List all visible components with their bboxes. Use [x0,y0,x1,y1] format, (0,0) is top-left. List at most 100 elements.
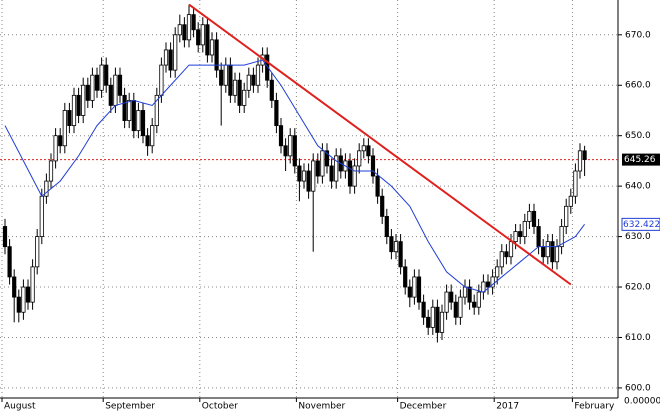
candle-body [541,246,546,258]
candle-body [159,64,164,96]
candle-body [7,246,12,278]
candle-body [306,170,311,192]
candle-body [416,276,422,303]
last-price-box [622,153,660,166]
candle-body [559,226,564,248]
candle-body [255,64,261,86]
candle-body [44,180,49,197]
candle-body [393,241,399,253]
candle-body [265,54,270,81]
candle-body [104,64,109,86]
candle-body [127,99,132,121]
candle-body [209,39,215,56]
candle-body [352,165,357,187]
ma-price-label: 632.422 [623,220,660,230]
candle-body [48,160,54,182]
candle-body [99,64,104,91]
candle-body [113,74,118,106]
candle-body [140,110,146,137]
candle-body [2,226,8,248]
candle-body [504,251,509,258]
candle-body [449,291,454,303]
candle-body [573,170,578,197]
candle-body [246,74,251,91]
candle-body [554,246,560,263]
candle-body [398,241,403,268]
ma-price-box [621,217,660,231]
candle-body [311,160,316,192]
x-tick-label: October [202,402,238,412]
x-tick-label: 2017 [496,402,519,412]
candle-body [462,286,468,298]
candle-body [444,291,449,313]
moving-average [4,59,585,293]
candle-body [223,64,228,86]
candle-body [518,231,523,237]
y-tick-label: 660.0 [625,81,651,91]
candle-body [58,135,63,147]
last-price-label: 645.26 [624,155,656,165]
candle-body [131,99,136,132]
candle-body [67,110,72,127]
candle-body [25,286,31,303]
y-tick-label: 610.0 [625,333,651,343]
candle-body [228,64,233,96]
candle-body [283,145,288,157]
candle-body [347,160,353,187]
candle-body [150,125,155,147]
candle-body [384,216,389,237]
x-tick-label: September [105,402,155,412]
candle-body [237,79,242,106]
candle-body [361,145,366,152]
candle-body [582,150,587,161]
candle-body [550,241,555,263]
candle-body [426,316,431,328]
candle-body [380,195,385,217]
x-tick-label: February [574,402,615,412]
y-tick-label: 630.0 [625,232,651,242]
candle-body [334,155,339,182]
candle-body [154,94,159,127]
candle-body [117,74,123,96]
candle-body [219,69,224,86]
candle-body [527,210,532,222]
candle-body [375,175,380,197]
candle-body [12,276,17,298]
candle-body [108,84,113,106]
candle-body [458,296,463,318]
candle-body [186,14,192,41]
candle-body [90,74,95,101]
candle-body [495,266,500,278]
candle-body [16,296,21,313]
x-tick-label: December [400,402,447,412]
candle-body [85,84,90,101]
candle-body [301,170,307,182]
candle-body [251,74,256,86]
candle-body [453,301,458,318]
candle-body [30,266,35,303]
candle-body [62,110,67,147]
candle-body [421,301,426,318]
candle-body [122,94,127,121]
candle-body [21,286,26,313]
candle-body [191,14,196,31]
candle-body [76,94,81,116]
candle-body [499,251,504,268]
candle-body [71,94,77,127]
candle-body [329,165,334,182]
candle-body [536,226,541,248]
trend-line [188,3,572,286]
candle-body [196,29,201,46]
x-tick-label: November [298,402,345,412]
y-tick-label: 640.0 [625,182,651,192]
candle-body [53,135,58,162]
y-tick-label: 670.0 [625,30,651,40]
candle-body [242,89,247,106]
x-tick-label: August [4,402,36,412]
candle-body [200,24,205,46]
y-tick-label: 600.0 [625,383,651,393]
candle-body [173,34,178,71]
candle-body [297,165,302,182]
candle-body [389,236,394,253]
